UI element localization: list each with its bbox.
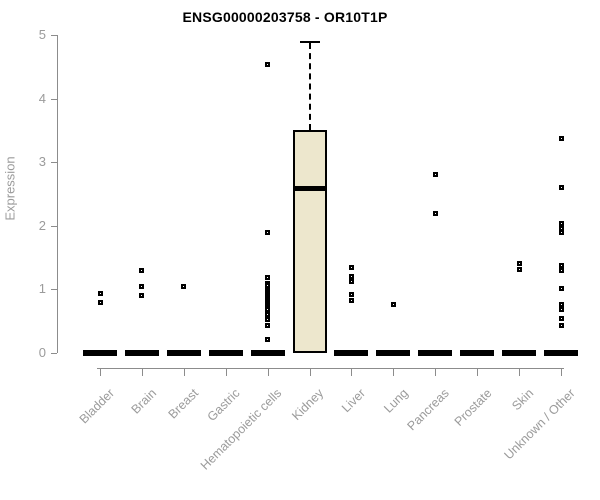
- boxplot-zero-bar: [544, 350, 578, 356]
- boxplot-zero-bar: [250, 350, 285, 356]
- outlier-point: [558, 306, 564, 312]
- x-tick-label: Skin: [508, 386, 537, 414]
- x-tick-label: Breast: [165, 386, 201, 422]
- outlier-point: [265, 62, 271, 68]
- outlier-point: [558, 135, 564, 141]
- y-tick-label: 4: [38, 90, 46, 106]
- outlier-point: [265, 317, 271, 323]
- outlier-point: [139, 284, 145, 290]
- y-tick-label: 3: [38, 154, 46, 170]
- y-tick-label: 2: [38, 217, 46, 233]
- outlier-point: [558, 184, 564, 190]
- y-tick-label: 1: [38, 281, 46, 297]
- whisker-cap: [299, 40, 320, 43]
- outlier-point: [432, 171, 438, 177]
- boxplot-zero-bar: [376, 350, 411, 356]
- x-tick-label: Gastric: [204, 386, 243, 424]
- outlier-point: [558, 285, 564, 291]
- outlier-point: [348, 278, 354, 284]
- x-tick-label: Pancreas: [404, 386, 453, 434]
- outlier-point: [139, 268, 145, 274]
- x-tick: [435, 368, 437, 376]
- x-tick: [183, 368, 185, 376]
- boxplot-zero-bar: [208, 350, 243, 356]
- x-tick: [267, 368, 269, 376]
- y-tick: [51, 98, 57, 100]
- y-tick-label: 0: [38, 345, 46, 360]
- outlier-point: [265, 323, 271, 329]
- x-tick-label: Lung: [380, 386, 411, 416]
- outlier-point: [97, 300, 103, 306]
- boxplot-zero-bar: [124, 350, 159, 356]
- x-tick-label: Prostate: [451, 386, 495, 429]
- y-axis-label: Expression: [2, 156, 18, 221]
- outlier-point: [558, 268, 564, 274]
- outlier-point: [265, 337, 271, 343]
- outlier-point: [516, 266, 522, 272]
- y-tick: [51, 162, 57, 164]
- x-tick-label: Brain: [128, 386, 159, 417]
- x-tick: [477, 368, 479, 376]
- outlier-point: [348, 291, 354, 297]
- x-tick-label: Hematopoietic cells: [198, 386, 285, 473]
- outlier-point: [390, 302, 396, 308]
- outlier-point: [558, 322, 564, 328]
- boxplot-zero-bar: [460, 350, 495, 356]
- boxplot-zero-bar: [334, 350, 369, 356]
- x-tick-label: Liver: [339, 386, 369, 416]
- x-axis-line: [97, 368, 564, 369]
- y-tick: [51, 225, 57, 227]
- outlier-point: [265, 311, 271, 317]
- outlier-point: [558, 315, 564, 321]
- x-tick: [309, 368, 311, 376]
- x-tick: [561, 368, 562, 376]
- boxplot-box: [292, 130, 327, 353]
- boxplot-zero-bar: [502, 350, 537, 356]
- outlier-point: [432, 210, 438, 216]
- y-axis-line: [57, 35, 58, 353]
- boxplot-zero-bar: [83, 350, 117, 356]
- x-tick: [393, 368, 395, 376]
- x-tick: [519, 368, 521, 376]
- boxplot-whisker: [308, 42, 311, 131]
- outlier-point: [348, 297, 354, 303]
- x-tick: [100, 368, 101, 376]
- y-tick-label: 5: [38, 27, 46, 42]
- x-tick-label: Bladder: [76, 386, 117, 427]
- outlier-point: [558, 262, 564, 268]
- x-tick: [351, 368, 353, 376]
- boxplot-median: [292, 185, 327, 191]
- outlier-point: [558, 220, 564, 226]
- x-tick: [141, 368, 143, 376]
- outlier-point: [558, 302, 564, 308]
- x-tick: [225, 368, 227, 376]
- boxplot-zero-bar: [166, 350, 201, 356]
- outlier-point: [97, 290, 103, 296]
- outlier-point: [139, 292, 145, 298]
- outlier-point: [181, 284, 187, 290]
- outlier-point: [516, 260, 522, 266]
- outlier-point: [558, 229, 564, 235]
- chart-title: ENSG00000203758 - OR10T1P: [182, 9, 388, 25]
- y-tick: [51, 35, 57, 36]
- outlier-point: [348, 265, 354, 271]
- y-tick: [51, 289, 57, 291]
- x-tick-label: Kidney: [289, 386, 327, 423]
- outlier-point: [265, 230, 271, 236]
- y-tick: [51, 353, 57, 354]
- outlier-point: [265, 275, 271, 281]
- outlier-point: [348, 274, 354, 280]
- boxplot-zero-bar: [418, 350, 453, 356]
